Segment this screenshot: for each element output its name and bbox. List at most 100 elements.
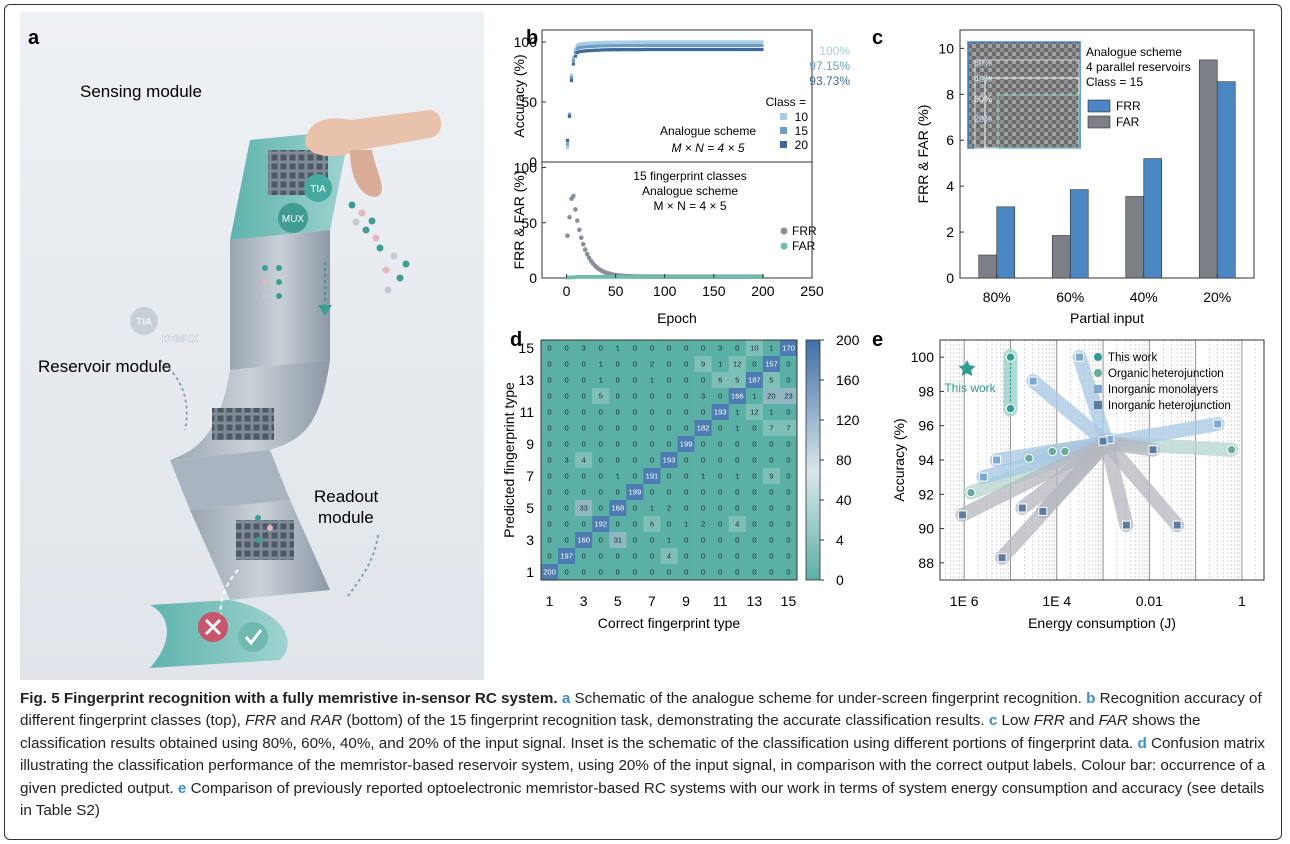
accuracy-point-class-15	[717, 43, 721, 47]
energy-point	[1047, 446, 1058, 457]
confusion-cell	[779, 372, 798, 389]
accuracy-point-class-15	[632, 43, 636, 48]
confusion-cell	[694, 516, 712, 533]
confusion-cell-value: 0	[547, 440, 551, 449]
colorbar-tick-label: 4	[836, 532, 844, 548]
accuracy-point-class-10	[644, 40, 648, 44]
confusion-cell-value: 2	[650, 360, 654, 369]
confusion-cell	[677, 468, 695, 485]
panel-a-schematic: a Sensing module Reservoir module Readou…	[20, 12, 484, 680]
confusion-cell	[643, 564, 661, 581]
confusion-cell	[762, 564, 781, 581]
accuracy-point-class-20	[644, 47, 648, 52]
accuracy-point-class-15	[656, 43, 660, 47]
reservoir-sheet-fold	[170, 450, 290, 510]
accuracy-point-class-20	[567, 114, 572, 118]
confusion-cell	[558, 548, 576, 565]
accuracy-point-class-15	[681, 43, 685, 47]
accuracy-point-class-20	[575, 51, 579, 55]
finger-icon	[305, 110, 442, 157]
confusion-cell	[609, 388, 627, 405]
accuracy-point-class-20	[585, 49, 589, 53]
confusion-cell	[541, 388, 559, 405]
confusion-cell	[609, 484, 627, 501]
confusion-cell-value: 0	[701, 552, 705, 561]
accuracy-point-class-20	[740, 47, 744, 52]
accuracy-point-class-10	[730, 40, 735, 44]
accuracy-point-class-10	[701, 40, 705, 44]
confusion-cell	[660, 516, 678, 533]
accuracy-point-class-15	[609, 44, 613, 48]
accuracy-point-class-10	[565, 146, 570, 150]
accuracy-point-class-20	[591, 48, 595, 52]
confusion-cell	[626, 340, 644, 357]
confusion-cell-value: 1	[752, 392, 756, 401]
accuracy-point-class-20	[683, 47, 687, 52]
confusion-cell	[677, 452, 695, 469]
confusion-cell	[762, 420, 781, 437]
accuracy-point-class-15	[652, 43, 656, 47]
accuracy-point-class-10	[697, 40, 701, 44]
confusion-cell-value: 0	[564, 392, 568, 401]
confusion-cell	[762, 356, 781, 373]
confusion-cell	[558, 372, 576, 389]
accuracy-point-class-20	[705, 47, 709, 52]
confusion-cell	[541, 452, 559, 469]
confusion-cell-value: 1	[735, 408, 739, 417]
confusion-cell-value: 0	[786, 472, 790, 481]
accuracy-point-class-10	[634, 40, 638, 44]
confusion-cell-value: 0	[735, 440, 739, 449]
confusion-cell	[694, 452, 712, 469]
confusion-cell-value: 0	[667, 424, 671, 433]
confusion-cell	[592, 500, 610, 517]
confusion-cell-value: 0	[786, 552, 790, 561]
confusion-cell	[541, 420, 559, 437]
confusion-cell	[745, 468, 764, 485]
accuracy-point-class-20	[723, 47, 727, 52]
confusion-cell-value: 0	[547, 344, 551, 353]
energy-axis-label: Energy consumption (J)	[1028, 615, 1176, 631]
confusion-cell-value: 0	[701, 568, 705, 577]
frr-far-tick-label-c: 10	[938, 40, 954, 56]
confusion-cell-value: 0	[735, 536, 739, 545]
confusion-cell-value: 1	[650, 376, 654, 385]
accuracy-point-class-15	[569, 76, 574, 80]
confusion-cell	[694, 420, 712, 437]
confusion-cell	[609, 436, 627, 453]
confusion-cell-value: 0	[650, 536, 654, 545]
readout-electrode-array	[236, 520, 294, 560]
accuracy-point-class-15	[595, 44, 599, 48]
confusion-matrix-frame	[540, 339, 798, 581]
confusion-cell	[728, 516, 747, 533]
accuracy-point-class-10	[746, 40, 750, 44]
confusion-cell	[762, 468, 781, 485]
confusion-cell	[626, 564, 644, 581]
correct-type-axis-label: Correct fingerprint type	[598, 615, 741, 631]
accuracy-point-class-20	[725, 47, 729, 52]
confusion-cell-value: 5	[599, 392, 603, 401]
accuracy-point-class-10	[715, 40, 719, 44]
confusion-cell	[541, 404, 559, 421]
accuracy-point-class-15	[589, 44, 593, 48]
accuracy-point-class-10	[673, 40, 678, 44]
confusion-cell-value: 0	[650, 456, 654, 465]
accuracy-point-class-20	[587, 49, 591, 53]
confusion-cell-value: 0	[633, 360, 637, 369]
confusion-cell-value: 182	[697, 424, 710, 433]
predicted-type-tick-label: 3	[526, 532, 534, 548]
energy-tick-label: 1E 6	[950, 593, 979, 609]
accuracy-point-class-15	[583, 45, 587, 49]
confusion-cell	[592, 404, 610, 421]
confusion-cell-value: 5	[735, 376, 739, 385]
confusion-cell-value: 0	[582, 440, 586, 449]
confusion-cell-value: 0	[684, 344, 688, 353]
confusion-cell	[728, 372, 747, 389]
accuracy-point-class-20	[701, 47, 705, 52]
confusion-cell-value: 0	[547, 536, 551, 545]
accuracy-point-class-10	[585, 41, 589, 45]
accuracy-point-class-20	[685, 47, 689, 52]
confusion-cell-value: 0	[564, 360, 568, 369]
accuracy-point-class-10	[677, 40, 682, 44]
confusion-cell-value: 4	[667, 552, 671, 561]
